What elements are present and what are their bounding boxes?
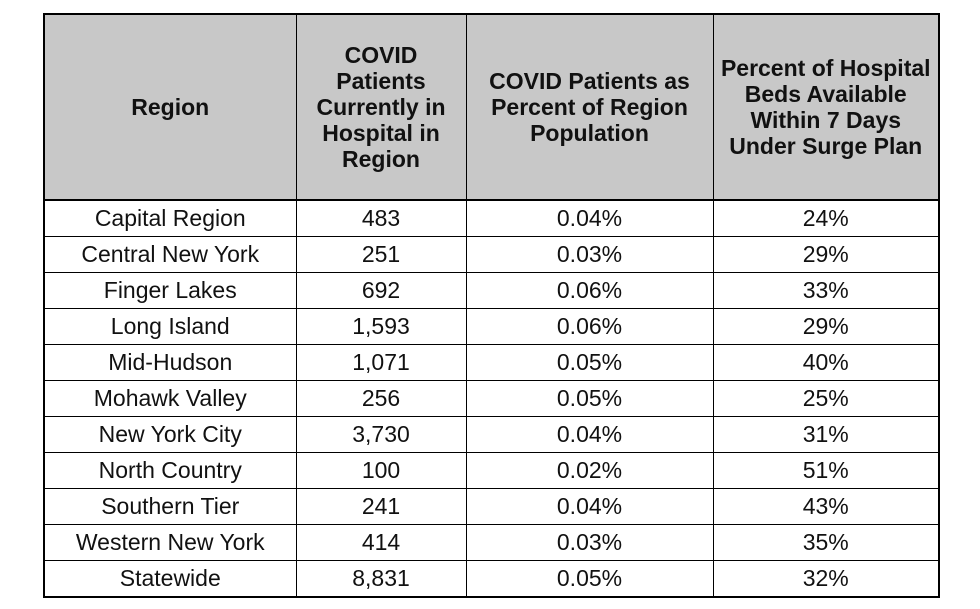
patients-cell: 8,831 (295, 560, 467, 598)
header-row: Region COVID Patients Currently in Hospi… (43, 13, 940, 201)
percent-population-cell: 0.06% (465, 272, 714, 309)
table-row: Finger Lakes 692 0.06% 33% (43, 272, 940, 309)
table-row: New York City 3,730 0.04% 31% (43, 416, 940, 453)
beds-available-cell: 31% (712, 416, 940, 453)
table-row: Southern Tier 241 0.04% 43% (43, 488, 940, 525)
header-beds-available: Percent of Hospital Beds Available Withi… (712, 13, 940, 201)
covid-hospital-table: Region COVID Patients Currently in Hospi… (43, 13, 940, 598)
beds-available-cell: 43% (712, 488, 940, 525)
percent-population-cell: 0.03% (465, 524, 714, 561)
patients-cell: 692 (295, 272, 467, 309)
table-row: Central New York 251 0.03% 29% (43, 236, 940, 273)
patients-cell: 483 (295, 199, 467, 237)
table-body: Capital Region 483 0.04% 24% Central New Yor… (43, 199, 940, 598)
beds-available-cell: 33% (712, 272, 940, 309)
beds-available-cell: 25% (712, 380, 940, 417)
beds-available-cell: 29% (712, 308, 940, 345)
patients-cell: 1,071 (295, 344, 467, 381)
region-cell: Long Island (43, 308, 297, 345)
percent-population-cell: 0.04% (465, 199, 714, 237)
region-cell: Mid-Hudson (43, 344, 297, 381)
table-row: Statewide 8,831 0.05% 32% (43, 560, 940, 598)
table-row: North Country 100 0.02% 51% (43, 452, 940, 489)
patients-cell: 100 (295, 452, 467, 489)
percent-population-cell: 0.05% (465, 380, 714, 417)
region-cell: Capital Region (43, 199, 297, 237)
patients-cell: 241 (295, 488, 467, 525)
percent-population-cell: 0.04% (465, 416, 714, 453)
beds-available-cell: 35% (712, 524, 940, 561)
table-header: Region COVID Patients Currently in Hospi… (43, 13, 940, 201)
region-cell: Central New York (43, 236, 297, 273)
table-row: Western New York 414 0.03% 35% (43, 524, 940, 561)
region-cell: Mohawk Valley (43, 380, 297, 417)
beds-available-cell: 51% (712, 452, 940, 489)
beds-available-cell: 24% (712, 199, 940, 237)
patients-cell: 1,593 (295, 308, 467, 345)
beds-available-cell: 29% (712, 236, 940, 273)
region-cell: North Country (43, 452, 297, 489)
region-cell: Statewide (43, 560, 297, 598)
region-cell: New York City (43, 416, 297, 453)
region-cell: Finger Lakes (43, 272, 297, 309)
beds-available-cell: 32% (712, 560, 940, 598)
patients-cell: 251 (295, 236, 467, 273)
percent-population-cell: 0.03% (465, 236, 714, 273)
header-region: Region (43, 13, 297, 201)
region-cell: Western New York (43, 524, 297, 561)
percent-population-cell: 0.06% (465, 308, 714, 345)
patients-cell: 256 (295, 380, 467, 417)
percent-population-cell: 0.02% (465, 452, 714, 489)
header-percent-of-population: COVID Patients as Percent of Region Popu… (465, 13, 714, 201)
table-row: Long Island 1,593 0.06% 29% (43, 308, 940, 345)
table-row: Capital Region 483 0.04% 24% (43, 199, 940, 237)
patients-cell: 3,730 (295, 416, 467, 453)
region-cell: Southern Tier (43, 488, 297, 525)
percent-population-cell: 0.04% (465, 488, 714, 525)
patients-cell: 414 (295, 524, 467, 561)
table-row: Mohawk Valley 256 0.05% 25% (43, 380, 940, 417)
table-row: Mid-Hudson 1,071 0.05% 40% (43, 344, 940, 381)
beds-available-cell: 40% (712, 344, 940, 381)
header-patients-in-hospital: COVID Patients Currently in Hospital in … (295, 13, 467, 201)
percent-population-cell: 0.05% (465, 560, 714, 598)
percent-population-cell: 0.05% (465, 344, 714, 381)
